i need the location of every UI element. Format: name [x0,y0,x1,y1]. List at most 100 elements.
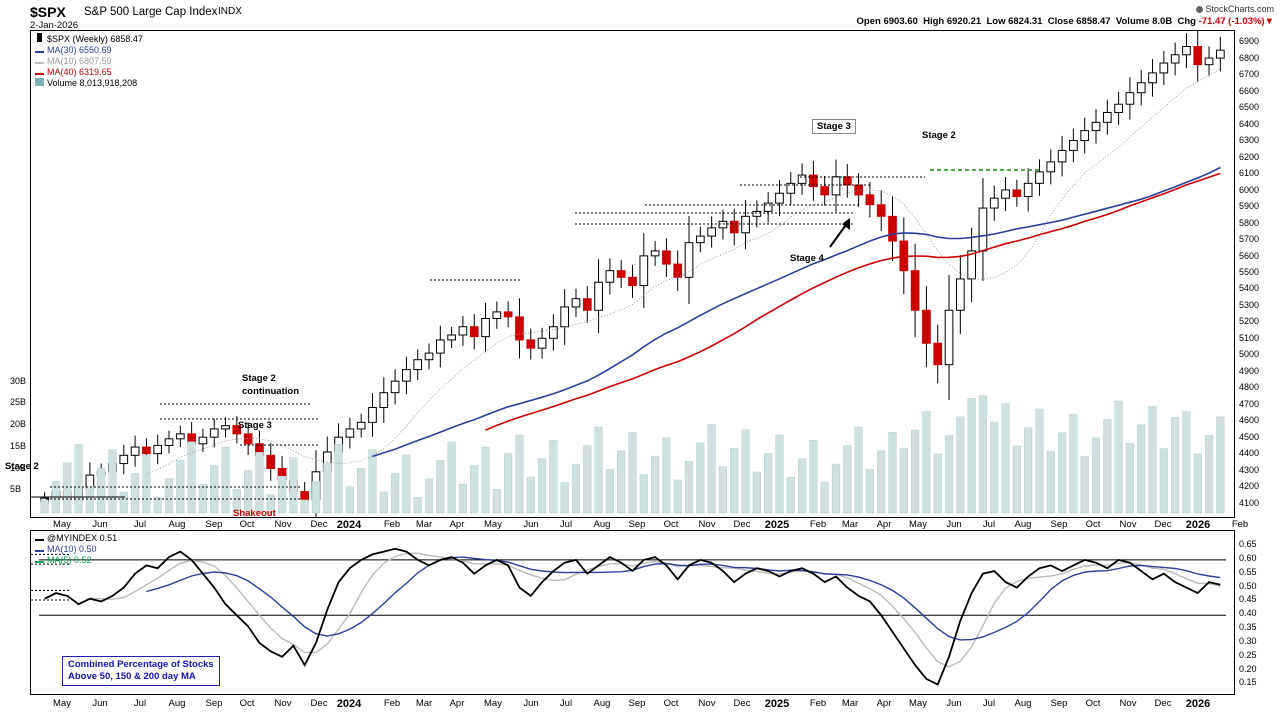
price-x-tick: Apr [449,519,465,530]
price-x-tick: Jul [133,519,147,530]
high-label: High [923,16,945,27]
breadth-x-tick: May [909,698,927,709]
price-y-tick: 4100 [1239,497,1260,508]
price-y-tick: 6300 [1239,135,1260,146]
breadth-x-tick: Aug [593,698,611,709]
volume-value: 8.0B [1152,16,1173,27]
quote-date: 2-Jan-2026 [30,20,79,31]
price-x-tick: Feb [1231,519,1249,530]
price-y-tick: 6500 [1239,102,1260,113]
breadth-y-tick: 0.30 [1239,635,1257,646]
ohlc-quote-bar: Open 6903.60 High 6920.21 Low 6824.31 Cl… [857,16,1274,27]
price-y-tick: 5700 [1239,234,1260,245]
price-y-tick: 5400 [1239,283,1260,294]
price-y-tick: 6200 [1239,151,1260,162]
price-y-tick: 4300 [1239,464,1260,475]
legend-volume: Volume 8,013,918,208 [35,78,143,89]
breadth-y-tick: 0.60 [1239,552,1257,563]
price-y-tick: 5900 [1239,201,1260,212]
price-plot [31,31,1225,517]
price-y-tick: 4400 [1239,448,1260,459]
price-x-tick: Sep [205,519,223,530]
price-x-tick: Oct [663,519,679,530]
volume-y-tick: 5B [10,484,22,495]
symbol-exchange: INDX [218,6,242,17]
breadth-y-tick: 0.50 [1239,580,1257,591]
price-y-tick: 5200 [1239,316,1260,327]
volume-y-tick: 20B [10,419,27,430]
line-icon [35,539,44,541]
breadth-plot [31,547,1226,686]
high-value: 6920.21 [946,16,982,27]
price-y-tick: 5500 [1239,267,1260,277]
breadth-x-tick: Jul [559,698,573,709]
breadth-x-tick: Oct [663,698,679,709]
breadth-x-tick: Sep [205,698,223,709]
breadth-y-tick: 0.15 [1239,677,1257,688]
price-x-tick: Dec [1154,519,1172,530]
breadth-caption-line1: Combined Percentage of Stocks [68,659,214,670]
breadth-x-tick: Dec [1154,698,1172,709]
breadth-x-tick: Mar [415,698,433,709]
volume-y-tick: 25B [10,397,27,408]
chg-value: -71.47 (-1.03%)▼ [1198,16,1274,27]
breadth-x-tick: Oct [239,698,255,709]
breadth-x-tick: 2026 [1185,698,1211,710]
price-x-tick: Dec [310,519,328,530]
low-label: Low [986,16,1006,27]
price-x-tick: Dec [733,519,751,530]
price-x-tick: Oct [1085,519,1101,530]
breadth-y-tick: 0.65 [1239,539,1257,550]
close-value: 6858.47 [1076,16,1111,27]
breadth-x-tick: Apr [876,698,892,709]
bars-icon [35,78,44,86]
breadth-panel: @MYINDEX 0.51 MA(10) 0.50 MA(5) 0.52 [30,530,1235,695]
price-x-tick: May [53,519,71,530]
price-x-tick: Mar [415,519,433,530]
brand-icon [1196,6,1204,13]
price-x-tick: Feb [809,519,827,530]
price-x-tick: Oct [239,519,255,530]
breadth-y-tick: 0.55 [1239,566,1257,577]
legend-breadth-ma5: MA(5) 0.52 [35,555,117,566]
stage2cont-line1: Stage 2 [242,373,276,384]
legend-price: $SPX (Weekly) 6858.47 [35,33,143,45]
breadth-x-tick: Jun [523,698,539,709]
price-x-tick: May [484,519,502,530]
price-x-tick: Aug [1014,519,1032,530]
price-x-tick: Jul [982,519,996,530]
price-x-tick: Nov [1119,519,1137,530]
volume-y-tick: 30B [10,375,27,386]
price-y-tick: 6100 [1239,168,1260,179]
price-x-tick: Jul [559,519,573,530]
price-x-tick: Nov [274,519,292,530]
breadth-x-tick: Aug [1014,698,1032,709]
breadth-caption-line2: Above 50, 150 & 200 day MA [68,671,196,682]
volume-label: Volume [1115,16,1150,27]
legend-ma40: MA(40) 6319.65 [35,67,143,78]
breadth-x-tick: Aug [168,698,186,709]
price-x-tick: Sep [1050,519,1068,530]
price-y-tick: 4700 [1239,398,1260,409]
breadth-x-tick: Mar [841,698,859,709]
open-value: 6903.60 [883,16,918,27]
breadth-x-tick: 2024 [336,698,362,710]
price-x-tick: Aug [593,519,611,530]
breadth-x-tick: Feb [809,698,827,709]
price-y-tick: 5100 [1239,332,1260,343]
price-x-tick: Apr [876,519,892,530]
symbol-ticker[interactable]: $SPX [30,4,66,20]
annotation-stage-4: Stage 4 [790,253,824,264]
annotation-stage-2-left: Stage 2 [5,461,39,472]
annotation-stage-2-right: Stage 2 [922,130,956,141]
breadth-x-tick: Apr [449,698,465,709]
legend-ma10: MA(10) 6807.59 [35,56,143,67]
breadth-y-tick: 0.20 [1239,663,1257,674]
price-x-tick: Jun [523,519,539,530]
legend-ma30: MA(30) 6550.69 [35,45,143,56]
price-x-tick: Sep [628,519,646,530]
breadth-y-tick: 0.40 [1239,608,1257,619]
price-y-tick: 4600 [1239,415,1260,426]
price-x-tick: 2026 [1185,519,1211,531]
